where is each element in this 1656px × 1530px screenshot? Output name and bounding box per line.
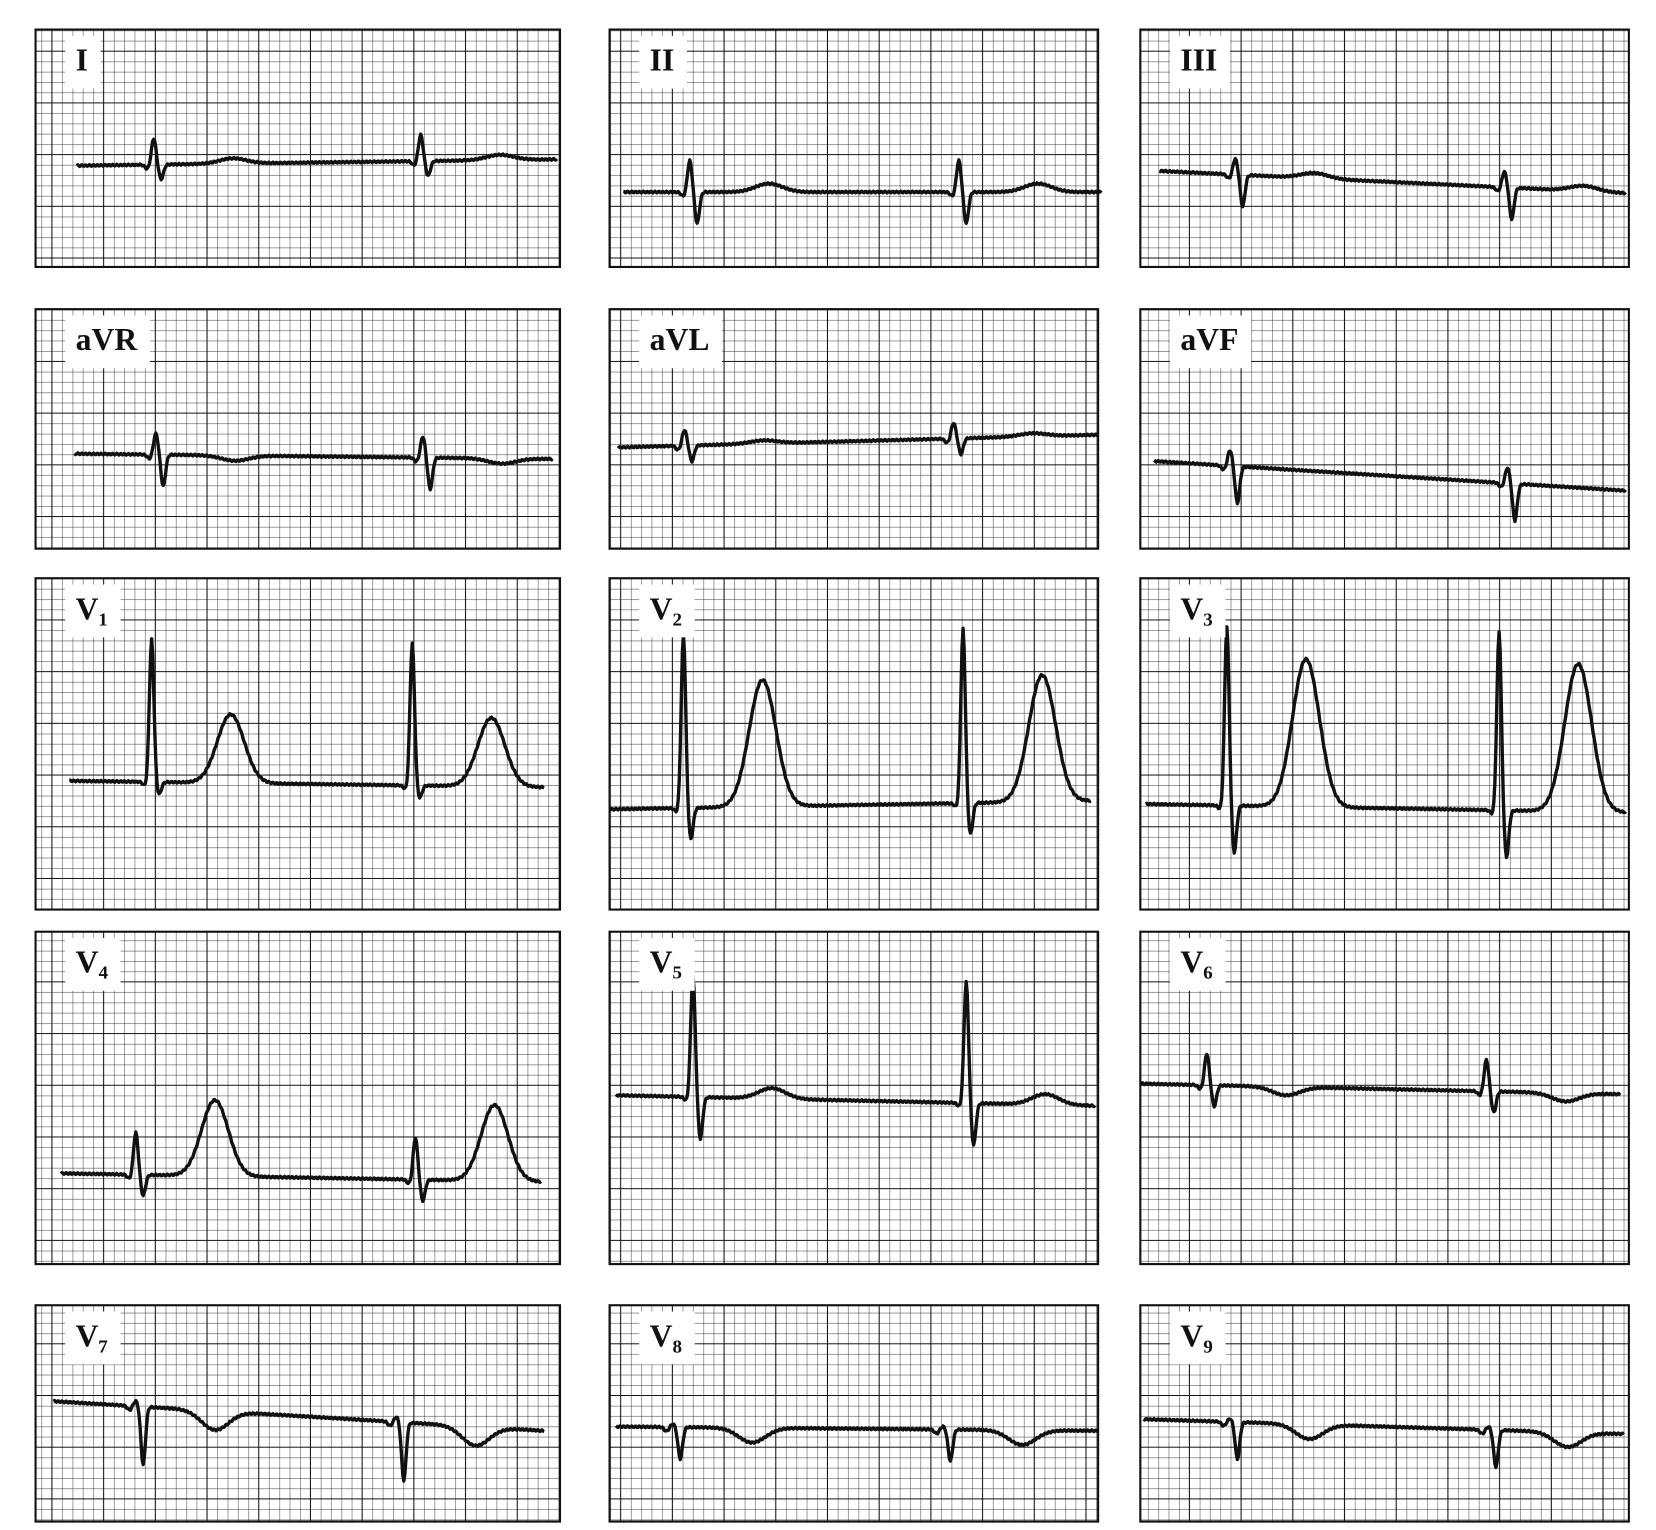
ecg-trace — [622, 158, 1103, 225]
label-box — [1169, 35, 1231, 89]
ecg-trace — [1139, 1052, 1622, 1114]
label-box — [1169, 584, 1226, 638]
ecg-trace — [75, 132, 559, 182]
label-box — [639, 315, 723, 369]
ecg-trace — [608, 626, 1092, 841]
ecg-trace — [1142, 1416, 1625, 1470]
ecg-panel: III — [1139, 28, 1630, 269]
label-box — [65, 315, 150, 369]
ecg-trace — [1152, 449, 1627, 524]
label-box — [65, 35, 101, 89]
ecg-panel: aVR — [34, 308, 562, 550]
lead-label: V₄ — [76, 945, 109, 980]
ecg-panel: V₉ — [1139, 1304, 1630, 1523]
lead-label: V₉ — [1180, 1318, 1212, 1353]
ecg-panel: V₁ — [34, 577, 562, 911]
label-box — [639, 1311, 695, 1365]
label-box — [1169, 1311, 1226, 1365]
label-box — [65, 584, 121, 638]
lead-label: aVR — [76, 322, 139, 357]
ecg-panel: V₄ — [34, 930, 562, 1266]
label-box — [1169, 938, 1226, 991]
lead-label: aVL — [650, 322, 710, 357]
ecg-trace — [614, 1422, 1099, 1463]
ecg-panel: V₇ — [34, 1304, 562, 1523]
lead-label: aVF — [1180, 322, 1238, 357]
ecg-trace — [1144, 625, 1627, 860]
ecg-panel: V₃ — [1139, 577, 1630, 911]
lead-label: V₅ — [650, 945, 682, 980]
ecg-grid — [34, 930, 562, 1266]
ecg-trace — [52, 1398, 545, 1483]
ecg-trace — [59, 1097, 543, 1204]
ecg-grid — [608, 28, 1100, 269]
ecg-trace — [73, 431, 554, 492]
ecg-panel: V₅ — [608, 930, 1100, 1266]
ecg-grid — [34, 28, 562, 269]
lead-label: V₂ — [650, 591, 682, 626]
ecg-grid — [34, 1304, 562, 1523]
ecg-trace — [68, 637, 545, 800]
ecg-panel: aVL — [608, 308, 1100, 550]
ecg-panel: II — [608, 28, 1103, 269]
label-box — [639, 938, 695, 991]
label-box — [639, 584, 695, 638]
ecg-panel: I — [34, 28, 562, 269]
label-box — [639, 35, 687, 89]
ecg-panel: V₈ — [608, 1304, 1100, 1523]
label-box — [65, 938, 121, 991]
lead-label: V₆ — [1180, 945, 1212, 980]
ecg-trace — [1158, 156, 1627, 222]
ecg-trace — [616, 421, 1099, 464]
ecg-grid — [34, 577, 562, 911]
ecg-panel: V₂ — [608, 577, 1100, 911]
lead-label: I — [76, 43, 88, 78]
label-box — [1169, 315, 1252, 369]
lead-label: V₃ — [1180, 591, 1212, 626]
lead-label: II — [650, 43, 675, 78]
ecg-trace — [614, 974, 1097, 1147]
lead-label: V₁ — [76, 591, 108, 626]
ecg-panel: V₆ — [1139, 930, 1630, 1266]
label-box — [65, 1311, 121, 1365]
ecg-panel: aVF — [1139, 308, 1630, 550]
lead-label: V₇ — [76, 1318, 108, 1353]
lead-label: III — [1180, 43, 1217, 78]
lead-label: V₈ — [650, 1318, 682, 1353]
